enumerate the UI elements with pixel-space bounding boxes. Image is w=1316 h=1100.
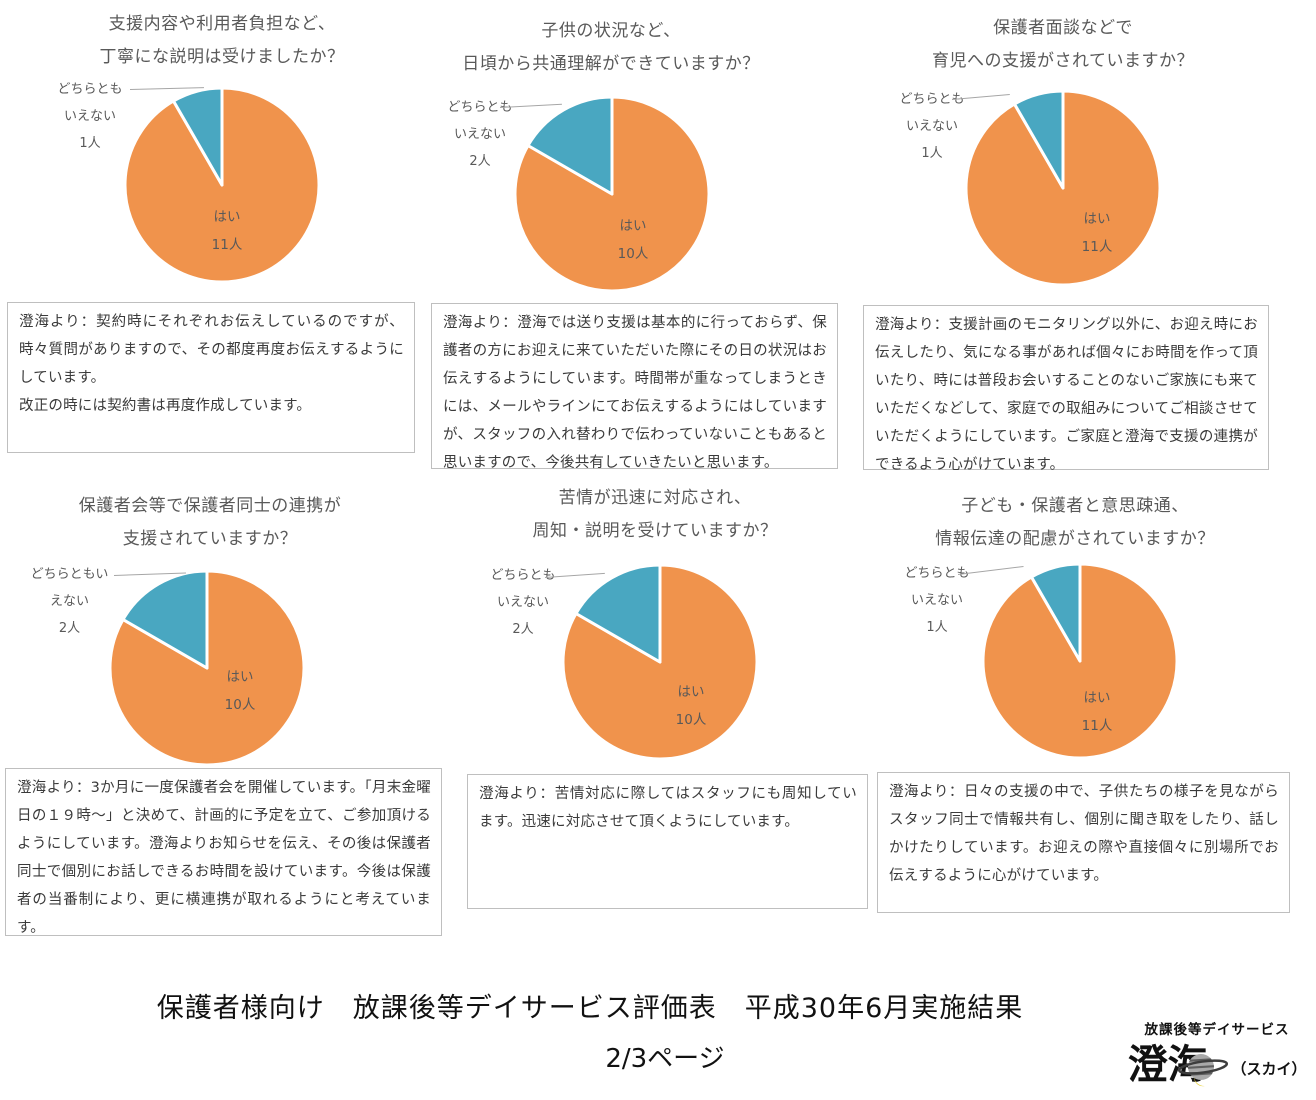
chart2-title: 子供の状況など、 日頃から共通理解ができていますか？: [411, 15, 811, 81]
chart4-title-line1: 保護者会等で保護者同士の連携が: [78, 496, 342, 516]
label-line: 11人: [1081, 239, 1113, 255]
label-line: いえない: [496, 595, 549, 610]
label-line: どちらともい: [30, 567, 109, 582]
chart1-title-line1: 支援内容や利用者負担など、: [108, 14, 336, 34]
chart3-title-line2: 育児への支援がされていますか？: [932, 51, 1194, 71]
label-line: はい: [213, 209, 241, 225]
label-line: 2人: [58, 621, 81, 636]
pie-chart-5: [561, 563, 759, 761]
chart4-yes-label: はい 10人: [175, 663, 305, 719]
chart5-yes-label: はい 10人: [626, 678, 756, 734]
chart5-title-line1: 苦情が迅速に対応され、: [558, 488, 752, 508]
chart3-title: 保護者面談などで 育児への支援がされていますか？: [863, 12, 1263, 78]
label-line: はい: [677, 684, 705, 700]
label-line: どちらとも: [904, 566, 970, 581]
sukai-logo: 放課後等デイサービス 澄海 （スカイ）: [1122, 1018, 1312, 1092]
planet-icon: [1178, 1054, 1229, 1087]
pie-slice-neither: [172, 86, 224, 187]
chart4-title: 保護者会等で保護者同士の連携が 支援されていますか？: [10, 490, 410, 556]
label-line: どちらとも: [57, 82, 123, 97]
chart4-neither-label: どちらともい えない 2人: [12, 561, 127, 642]
label-line: 1人: [921, 146, 943, 161]
planet-ring: [1178, 1059, 1229, 1075]
chart1-yes-label: はい 11人: [162, 203, 292, 259]
chart2-yes-label: はい 10人: [568, 212, 698, 268]
report-title: 保護者様向け 放課後等デイサービス評価表 平成30年6月実施結果: [156, 993, 1024, 1024]
chart1-title-line2: 丁寧にな説明は受けましたか？: [99, 47, 345, 67]
pie-chart-4: [108, 569, 306, 767]
label-line: どちらとも: [899, 92, 965, 107]
pie-chart-3: [964, 89, 1162, 287]
label-line: どちらとも: [490, 568, 556, 583]
chart6-title-line2: 情報伝達の配慮がされていますか？: [935, 529, 1215, 549]
label-line: 11人: [1081, 718, 1113, 734]
logo-name-row: 澄海 （スカイ）: [1122, 1038, 1312, 1092]
pie-slice-neither: [574, 563, 662, 664]
label-line: はい: [226, 669, 254, 685]
chart5-comment-box: 澄海より：苦情対応に際してはスタッフにも周知しています。迅速に対応させて頂くよう…: [467, 774, 868, 909]
chart6-comment-box: 澄海より：日々の支援の中で、子供たちの様子を見ながらスタッフ同士で情報共有し、個…: [877, 772, 1290, 913]
chart1-neither-label: どちらとも いえない 1人: [35, 76, 145, 157]
page-number: 2/3ページ: [605, 1044, 725, 1074]
chart2-comment-box: 澄海より：澄海では送り支援は基本的に行っておらず、保護者の方にお迎えに来ていただ…: [431, 303, 838, 471]
label-line: 10人: [224, 697, 256, 713]
label-line: はい: [619, 218, 647, 234]
label-line: いえない: [63, 109, 116, 124]
label-line: 2人: [512, 622, 534, 637]
logo-tagline: 放課後等デイサービス: [1144, 1022, 1290, 1038]
chart4-comment-box: 澄海より：3か月に一度保護者会を開催しています。「月末金曜日の１９時～」と決めて…: [5, 768, 442, 936]
chart2-neither-label: どちらとも いえない 2人: [425, 94, 535, 175]
chart3-comment-box: 澄海より：支援計画のモニタリング以外に、お迎え時にお伝えしたり、気になる事があれ…: [863, 305, 1269, 473]
chart6-yes-label: はい 11人: [1032, 684, 1162, 740]
chart6-title-line1: 子ども・保護者と意思疎通、: [961, 496, 1189, 516]
logo-reading: （スカイ）: [1231, 1059, 1307, 1078]
label-line: 10人: [617, 246, 649, 262]
label-line: 1人: [926, 620, 948, 635]
chart5-neither-label: どちらとも いえない 2人: [468, 562, 578, 643]
label-line: えない: [49, 594, 89, 609]
label-line: 1人: [79, 136, 101, 151]
pie-chart-1: [123, 86, 321, 284]
label-line: はい: [1083, 690, 1111, 706]
chart2-title-line1: 子供の状況など、: [541, 21, 681, 41]
pie-slice-neither: [1030, 562, 1082, 663]
chart6-neither-label: どちらとも いえない 1人: [882, 560, 992, 641]
chart1-comment-box: 澄海より：契約時にそれぞれお伝えしているのですが、時々質問がありますので、その都…: [7, 302, 415, 453]
chart6-title: 子ども・保護者と意思疎通、 情報伝達の配慮がされていますか？: [875, 490, 1275, 556]
chart3-title-line1: 保護者面談などで: [993, 18, 1133, 38]
label-line: 2人: [469, 154, 491, 169]
chart3-yes-label: はい 11人: [1032, 205, 1162, 261]
label-line: 11人: [211, 237, 243, 253]
label-line: どちらとも: [447, 100, 513, 115]
pie-slice-neither: [526, 95, 614, 196]
chart5-title-line2: 周知・説明を受けていますか？: [532, 521, 778, 541]
label-line: いえない: [910, 593, 963, 608]
pie-chart-6: [981, 562, 1179, 760]
pie-chart-2: [513, 95, 711, 293]
label-line: いえない: [453, 127, 506, 142]
label-line: はい: [1083, 211, 1111, 227]
pie-slice-neither: [121, 569, 209, 670]
chart3-neither-label: どちらとも いえない 1人: [877, 86, 987, 167]
chart4-title-line2: 支援されていますか？: [122, 529, 298, 549]
pie-slice-neither: [1013, 89, 1065, 190]
chart1-title: 支援内容や利用者負担など、 丁寧にな説明は受けましたか？: [22, 8, 422, 74]
label-line: 10人: [675, 712, 707, 728]
chart5-title: 苦情が迅速に対応され、 周知・説明を受けていますか？: [455, 482, 855, 548]
label-line: いえない: [905, 119, 958, 134]
chart2-title-line2: 日頃から共通理解ができていますか？: [462, 54, 760, 74]
